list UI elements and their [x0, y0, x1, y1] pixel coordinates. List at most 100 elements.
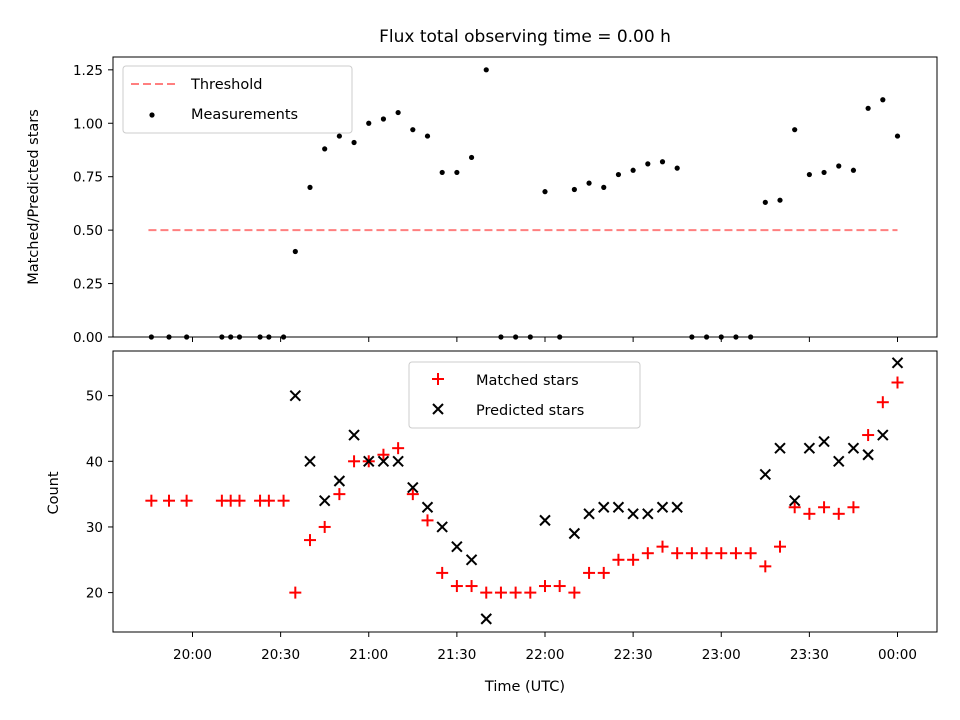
predicted-star-point [891, 357, 904, 369]
measurement-point [645, 161, 651, 167]
bottom-y-tick-label: 40 [86, 454, 103, 470]
measurement-point [571, 186, 577, 193]
matched-star-point [277, 494, 290, 507]
matched-star-point [180, 494, 193, 507]
x-tick-label: 22:30 [614, 647, 653, 663]
measurement-point [659, 159, 666, 165]
predicted-star-point [847, 442, 860, 454]
matched-star-point [377, 448, 390, 461]
x-tick-label: 20:30 [261, 647, 300, 663]
matched-star-point [450, 580, 463, 593]
predicted-star-point [348, 429, 360, 441]
bottom-axes-frame [112, 350, 938, 633]
measurement-point [821, 169, 827, 176]
top-plot-marks [148, 67, 901, 340]
matched-star-point [862, 429, 875, 442]
matched-star-point [847, 501, 860, 514]
matched-star-point [289, 586, 302, 599]
matched-star-point [729, 547, 742, 560]
x-tick-label: 00:00 [878, 647, 917, 663]
predicted-star-point [833, 455, 845, 468]
matched-star-point [612, 553, 625, 566]
bottom-y-tick-label: 20 [86, 586, 103, 602]
matched-star-point [656, 540, 669, 553]
matched-star-point [348, 455, 361, 468]
matched-star-point [788, 501, 801, 514]
matched-star-point [553, 580, 566, 593]
predicted-star-point [774, 442, 786, 454]
measurement-point [630, 167, 636, 173]
predicted-star-point [627, 508, 639, 520]
predicted-star-point [480, 613, 492, 625]
matched-star-point [891, 376, 904, 389]
predicted-star-point [877, 429, 889, 441]
matched-star-point [583, 566, 596, 579]
legend-measurements-label: Measurements [191, 107, 298, 123]
matched-star-point [333, 488, 346, 501]
ratio-panel: Flux total observing time = 0.00 h Match… [26, 27, 938, 346]
legend-matched-label: Matched stars [476, 373, 579, 389]
measurement-point [292, 248, 298, 255]
matched-star-point [406, 488, 419, 501]
measurement-point [351, 139, 357, 146]
x-tick-label: 21:30 [437, 647, 476, 663]
measurement-point [395, 109, 401, 116]
measurement-point [586, 180, 592, 186]
x-tick-label: 22:00 [526, 647, 565, 663]
predicted-star-point [436, 521, 448, 533]
predicted-star-point [598, 501, 610, 513]
matched-star-point [627, 553, 640, 566]
top-y-tick-label: 1.25 [73, 63, 103, 79]
legend-predicted-label: Predicted stars [476, 403, 584, 419]
matched-star-point [480, 586, 493, 599]
measurement-point [366, 120, 372, 126]
matched-star-point [392, 442, 405, 455]
matched-star-point [832, 507, 845, 520]
measurement-point [601, 184, 607, 190]
bottom-x-ticks: 20:00 20:30 21:00 21:30 22:00 22:30 23:00 23:30… [173, 632, 917, 663]
matched-star-point [671, 547, 684, 560]
measurement-point [806, 171, 812, 178]
matched-star-point [774, 540, 786, 553]
measurement-point [762, 199, 768, 205]
predicted-star-point [289, 389, 302, 402]
matched-star-point [436, 566, 449, 579]
predicted-star-point [788, 494, 801, 507]
legend-matched-swatch [432, 373, 444, 385]
matched-star-point [304, 534, 316, 547]
measurement-point [865, 105, 871, 111]
measurement-point [880, 97, 886, 103]
matched-star-point [318, 520, 331, 533]
x-tick-label: 23:00 [702, 647, 741, 663]
predicted-star-point [333, 475, 346, 487]
bottom-y-tick-label: 50 [86, 389, 103, 405]
matched-star-point [145, 494, 158, 507]
matched-star-point [568, 586, 581, 599]
predicted-star-point [407, 481, 419, 494]
x-axis-label: Time (UTC) [484, 679, 565, 695]
bottom-plot-marks [145, 357, 904, 625]
top-axes-frame [112, 56, 938, 338]
top-y-tick-label: 0.50 [73, 223, 103, 239]
x-tick-label: 23:30 [790, 647, 829, 663]
matched-star-point [715, 547, 728, 560]
legend-measurements-swatch [149, 112, 155, 118]
measurement-point [483, 67, 489, 73]
measurement-point [850, 167, 857, 173]
matched-star-point [233, 494, 246, 507]
measurement-point [615, 171, 622, 178]
matched-star-point [262, 494, 275, 507]
matched-star-point [876, 396, 889, 409]
predicted-star-point [377, 455, 390, 468]
predicted-star-point [818, 435, 830, 448]
measurement-point [307, 184, 313, 190]
bottom-y-tick-label: 30 [86, 520, 103, 536]
predicted-star-point [392, 455, 404, 468]
measurement-point [468, 154, 475, 161]
predicted-star-point [671, 501, 683, 513]
predicted-star-point [759, 468, 772, 481]
measurement-point [894, 133, 901, 139]
predicted-star-point [451, 540, 463, 553]
matched-star-point [685, 547, 698, 560]
